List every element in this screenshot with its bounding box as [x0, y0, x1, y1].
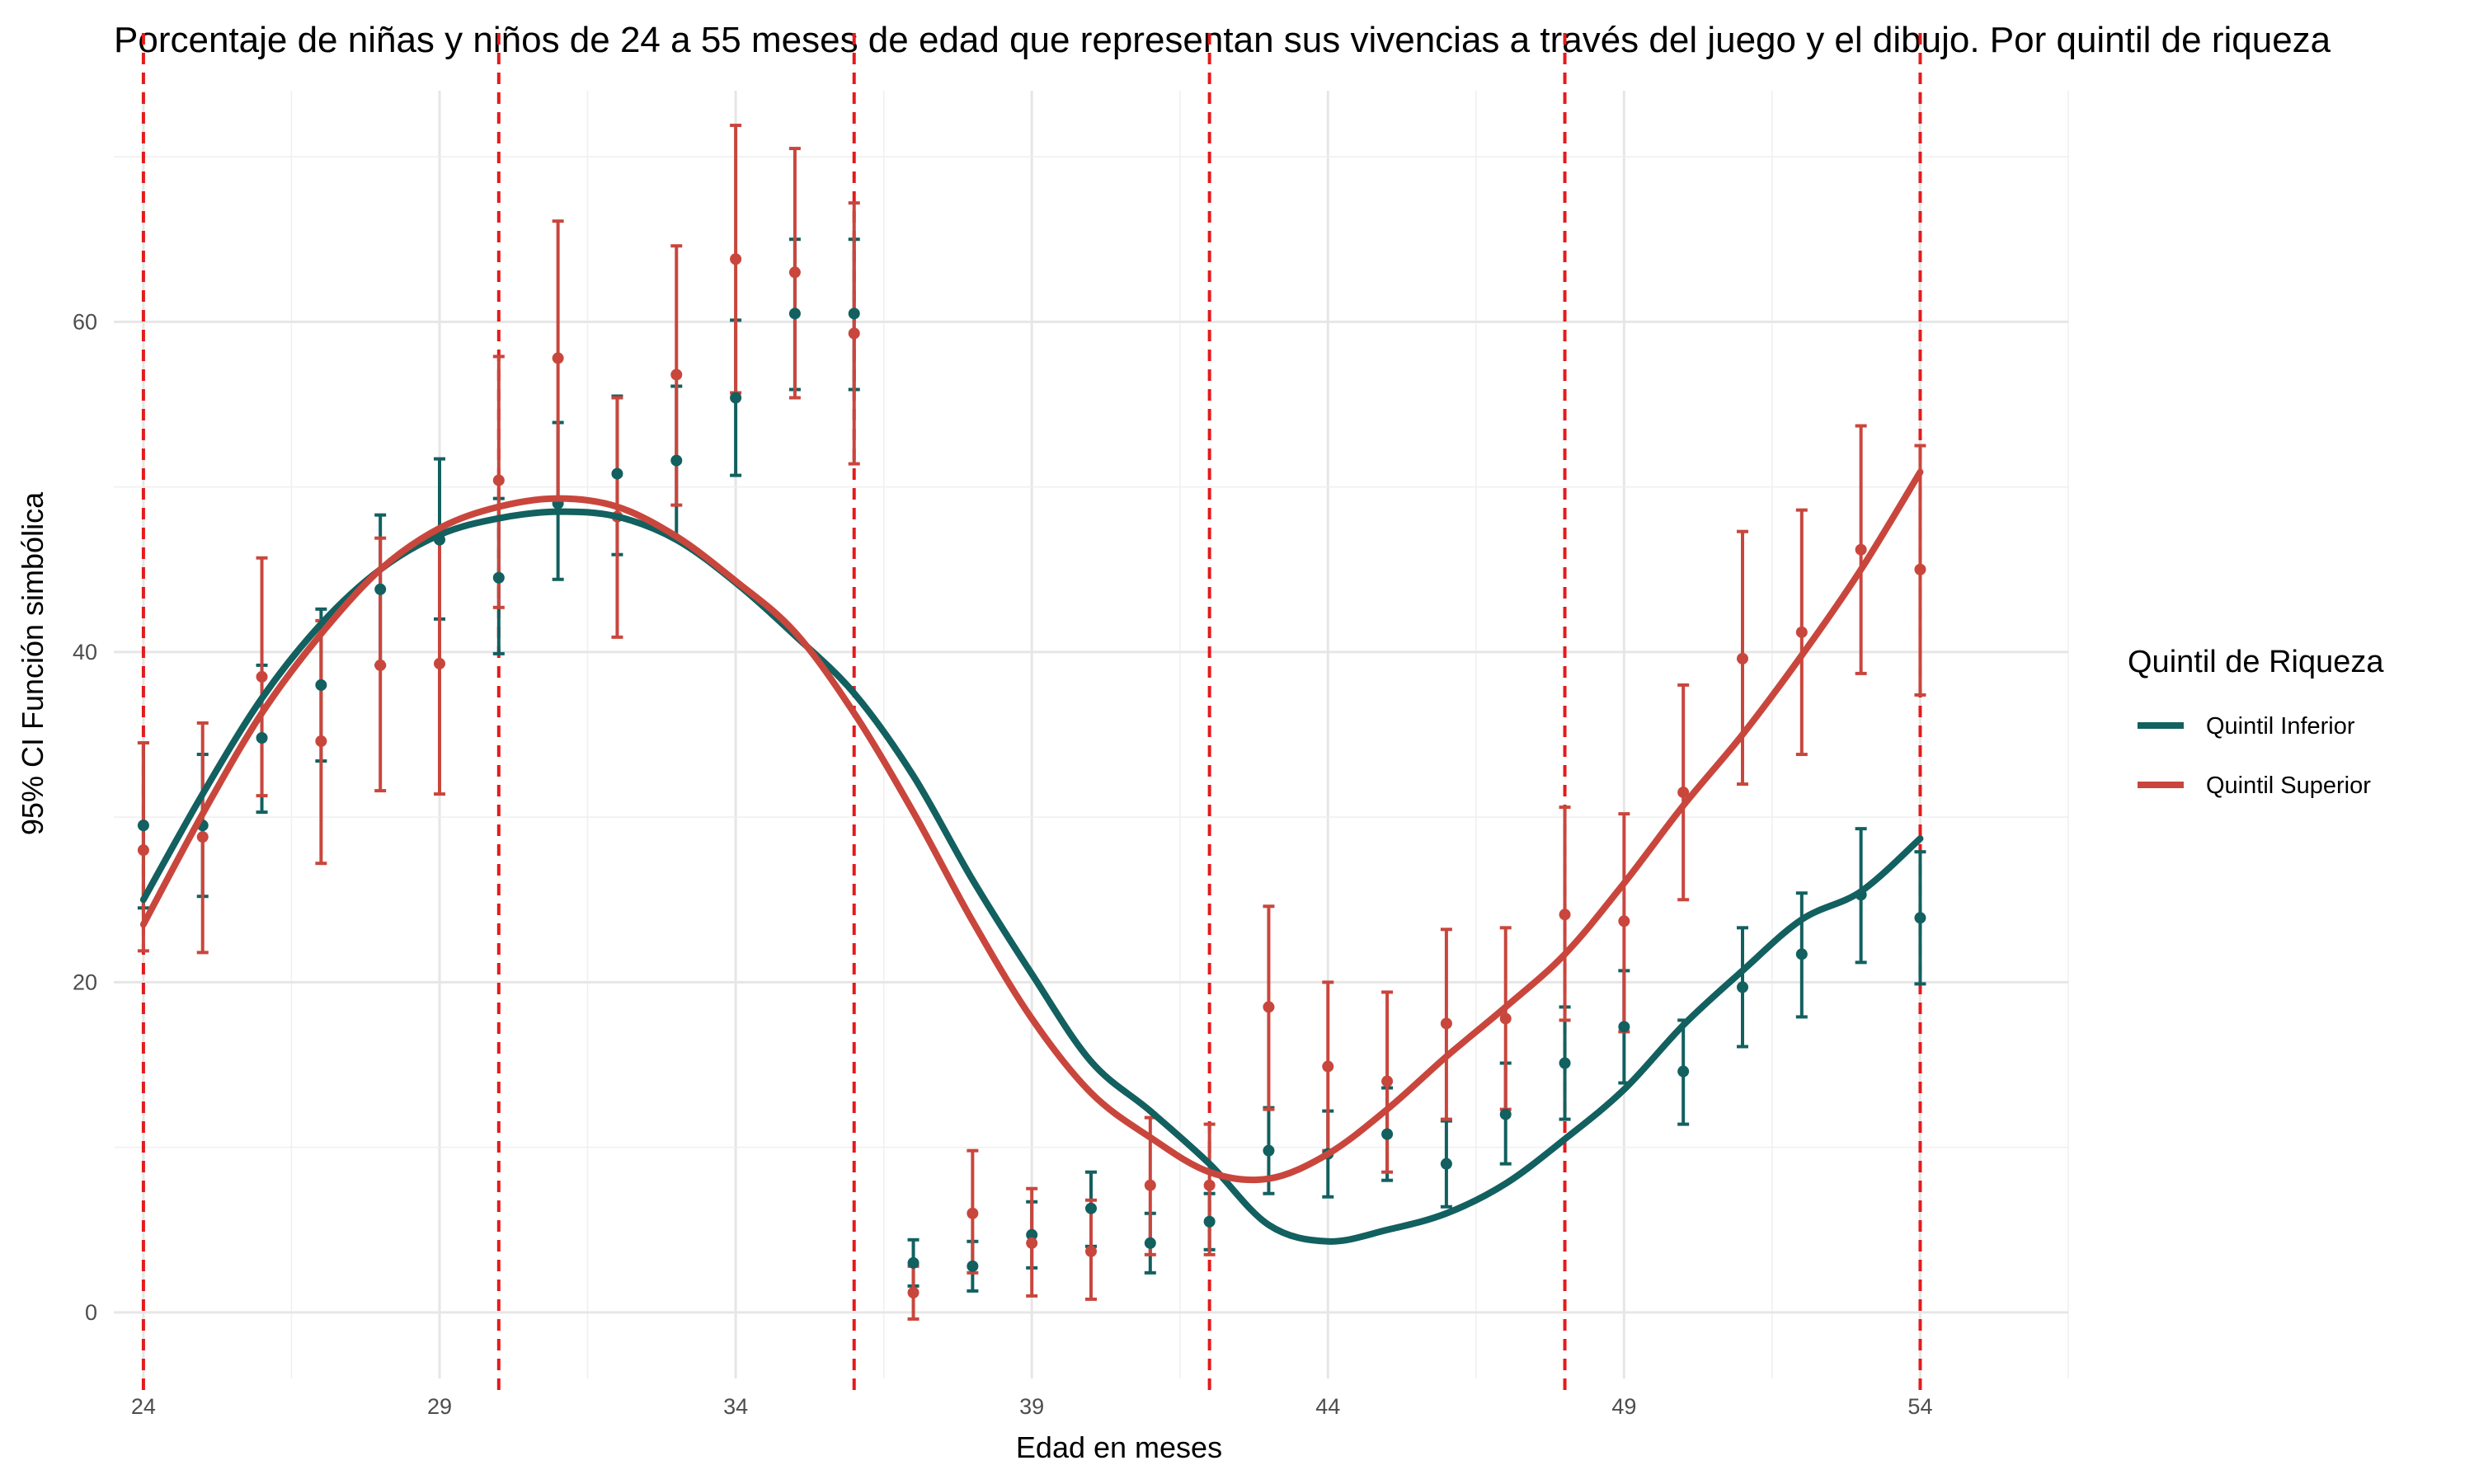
data-point [315, 679, 327, 691]
y-tick-label: 0 [85, 1300, 97, 1325]
data-point [1499, 1108, 1512, 1120]
x-tick-label: 44 [1315, 1394, 1340, 1419]
x-axis-ticks: 24 29 34 39 44 49 54 [131, 1394, 1933, 1419]
data-point [907, 1286, 920, 1298]
data-point [137, 844, 149, 857]
data-point [1144, 1237, 1156, 1249]
data-point [1618, 1021, 1630, 1033]
data-point [1263, 1144, 1275, 1157]
plot-area [137, 124, 1926, 1321]
x-tick-label: 39 [1019, 1394, 1044, 1419]
data-point [492, 571, 505, 584]
data-point [1855, 543, 1867, 556]
data-point [1026, 1237, 1038, 1249]
y-tick-label: 20 [73, 970, 97, 994]
trend-line-superior [139, 468, 1924, 1184]
data-point [1263, 1001, 1275, 1013]
data-point [1737, 652, 1748, 665]
trend-line-inferior [139, 508, 1924, 1245]
y-axis-label: 95% CI Función simbólica [16, 491, 49, 835]
data-point [611, 467, 623, 480]
data-point [1737, 981, 1748, 993]
x-tick-label: 34 [723, 1394, 748, 1419]
x-tick-label: 29 [427, 1394, 452, 1419]
data-point [788, 266, 801, 279]
data-point [1914, 563, 1926, 575]
data-point [434, 657, 445, 669]
data-point [137, 819, 149, 832]
data-point [1559, 1057, 1571, 1069]
data-point [1085, 1245, 1097, 1257]
data-point [848, 327, 860, 340]
legend: Quintil de Riqueza Quintil Inferior Quint… [2128, 645, 2384, 799]
data-point [1499, 1012, 1512, 1025]
y-tick-label: 60 [73, 309, 97, 334]
data-point [967, 1207, 979, 1219]
data-point [1203, 1179, 1216, 1191]
data-point [730, 253, 742, 265]
data-point [1440, 1017, 1452, 1030]
data-point [1203, 1215, 1216, 1228]
data-point [1085, 1202, 1097, 1214]
data-point [1618, 915, 1630, 928]
data-point [256, 670, 268, 683]
data-point [315, 735, 327, 748]
x-tick-label: 24 [131, 1394, 156, 1419]
data-point [1144, 1179, 1156, 1191]
data-point [374, 659, 387, 671]
data-point [492, 474, 505, 486]
data-point [1440, 1158, 1452, 1170]
legend-label: Quintil Inferior [2206, 713, 2355, 740]
y-tick-label: 40 [73, 640, 97, 665]
x-tick-label: 54 [1907, 1394, 1932, 1419]
x-axis-label: Edad en meses [1016, 1430, 1222, 1464]
data-point [1559, 909, 1571, 921]
legend-title: Quintil de Riqueza [2128, 645, 2384, 679]
x-tick-label: 49 [1611, 1394, 1636, 1419]
data-point [196, 831, 209, 843]
data-point [1381, 1075, 1394, 1087]
data-point [552, 352, 564, 364]
data-point [907, 1256, 920, 1269]
data-point [374, 583, 387, 595]
data-point [730, 392, 742, 404]
data-point [256, 732, 268, 744]
data-point [1677, 1065, 1690, 1078]
y-axis-ticks: 0 20 40 60 [73, 309, 97, 1325]
data-point [1914, 912, 1926, 924]
data-point [1677, 787, 1690, 799]
data-point [1381, 1128, 1394, 1140]
data-point [1795, 626, 1808, 638]
data-point [967, 1260, 979, 1272]
data-point [848, 308, 860, 320]
legend-label: Quintil Superior [2206, 773, 2371, 799]
data-point [788, 308, 801, 320]
chart-title: Porcentaje de niñas y niños de 24 a 55 m… [114, 20, 2331, 60]
data-point [1795, 948, 1808, 960]
data-point [670, 369, 683, 381]
data-point [670, 454, 683, 467]
data-point [1322, 1060, 1334, 1073]
data-point [1026, 1228, 1038, 1241]
